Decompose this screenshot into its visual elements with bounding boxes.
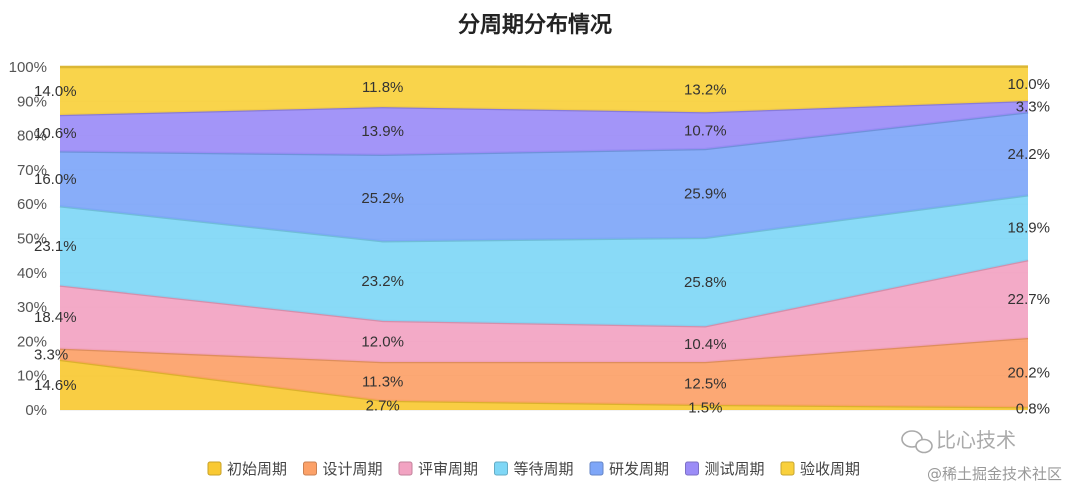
legend-label: 设计周期 [323,460,383,478]
data-label: 1.5% [688,399,722,416]
legend-swatch [207,461,222,476]
wechat-icon [901,430,933,454]
y-tick-label: 50% [17,231,47,248]
area-7 [60,66,1028,116]
y-tick-label: 100% [9,59,47,76]
legend-swatch [685,461,699,476]
data-label: 14.0% [34,83,77,100]
data-label: 25.2% [361,190,404,207]
data-label: 25.8% [684,274,727,291]
data-label: 12.5% [684,375,727,392]
data-label: 3.3% [1016,99,1050,116]
data-label: 12.0% [361,333,404,350]
chart-title: 分周期分布情况 [458,12,612,38]
data-label: 13.2% [684,82,727,99]
y-tick-label: 10% [17,368,47,385]
data-label: 10.0% [1007,76,1050,93]
data-label: 14.6% [34,377,77,394]
legend: 初始周期 设计周期 评审周期 等待周期 研发周期 测试周期 验收周期 [207,460,860,478]
legend-label: 等待周期 [514,460,574,478]
data-label: 22.7% [1007,291,1050,308]
y-tick-label: 0% [25,402,47,419]
legend-label: 研发周期 [609,460,669,478]
area-5 [60,112,1028,242]
data-label: 23.2% [361,273,404,290]
y-tick-label: 40% [17,265,47,282]
data-label: 3.3% [34,346,68,363]
data-label: 18.9% [1007,220,1050,237]
data-label: 11.3% [362,373,403,390]
legend-label: 初始周期 [227,460,287,478]
data-label: 10.6% [34,125,77,142]
data-label: 11.8% [362,79,403,96]
data-label: 13.9% [361,123,404,140]
y-tick-label: 80% [17,128,47,145]
area-layers [59,65,1029,410]
y-tick-label: 30% [17,299,47,316]
legend-swatch [780,461,795,476]
y-tick-label: 20% [17,333,47,350]
legend-swatch [589,461,604,476]
y-tick-label: 70% [17,162,47,179]
data-labels: 14.6% 2.7% 1.5% 0.8% 3.3% 11.3% 12.5% 20.2% 18.4… [34,76,1050,418]
y-tick-label: 90% [17,93,47,110]
watermark-line1: 比心技术 [936,428,1016,452]
data-label: 20.2% [1007,365,1050,382]
y-tick-label: 60% [17,196,47,213]
data-label: 23.1% [34,238,77,255]
legend-label: 测试周期 [705,460,765,478]
data-label: 16.0% [34,171,77,188]
area-2 [60,337,1028,408]
data-label: 24.2% [1007,146,1050,163]
legend-swatch [398,461,413,476]
legend-label: 评审周期 [418,460,478,478]
data-label: 10.4% [684,336,727,353]
watermark: 比心技术 @稀土掘金技术社区 [901,428,1062,483]
legend-swatch [303,461,317,476]
area-1 [60,359,1028,410]
area-6 [60,100,1028,155]
data-label: 0.8% [1016,401,1050,418]
data-label: 10.7% [684,123,727,140]
data-label: 2.7% [366,397,400,414]
y-axis-ticks: 0% 10% 20% 30% 40% 50% 60% 70% 80% 90% 100% [9,59,47,419]
data-label: 18.4% [34,309,77,326]
watermark-line2: @稀土掘金技术社区 [927,465,1062,483]
area-3 [60,260,1028,362]
legend-label: 验收周期 [800,460,860,478]
data-label: 25.9% [684,185,727,202]
legend-swatch [494,461,508,476]
